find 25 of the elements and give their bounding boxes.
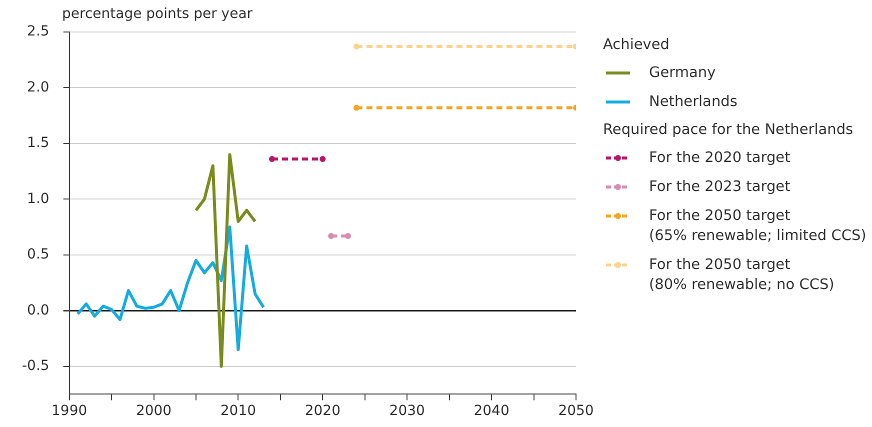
- y-tick-label: 1.5: [27, 135, 50, 152]
- legend-label: For the 2020 target: [649, 149, 790, 168]
- y-tick-label: -0.5: [22, 358, 50, 374]
- x-tick-label: 2000: [136, 403, 172, 420]
- legend-label: Netherlands: [649, 93, 738, 112]
- text: Required pace for the Netherlands: [603, 121, 854, 139]
- point: [268, 156, 275, 162]
- legend-label: For the 2023 target: [649, 178, 790, 197]
- x-tick-label: 2040: [474, 403, 510, 420]
- y-tick-label: 0.5: [27, 246, 50, 263]
- x-tick-label: 2050: [558, 403, 594, 420]
- legend-label: For the 2050 target (80% renewable; no CCS): [649, 256, 834, 295]
- legend-title: Achieved: [603, 36, 670, 54]
- x-tick-label: 2010: [220, 403, 256, 420]
- y-tick-label: 1.0: [27, 190, 50, 207]
- point: [320, 156, 326, 162]
- x-tick-label: 2030: [389, 403, 425, 420]
- x-tick-label: 1990: [51, 403, 88, 420]
- y-axis-title: percentage points per year: [62, 6, 253, 22]
- legend-label: Germany: [649, 64, 716, 83]
- x-tick-label: 2020: [304, 403, 340, 420]
- y-tick-label: 2.0: [27, 79, 50, 96]
- y-tick-label: 0.0: [27, 302, 50, 318]
- legend-label: For the 2050 target (65% renewable; limited CCS): [649, 207, 866, 246]
- y-tick-label: 2.5: [27, 24, 50, 40]
